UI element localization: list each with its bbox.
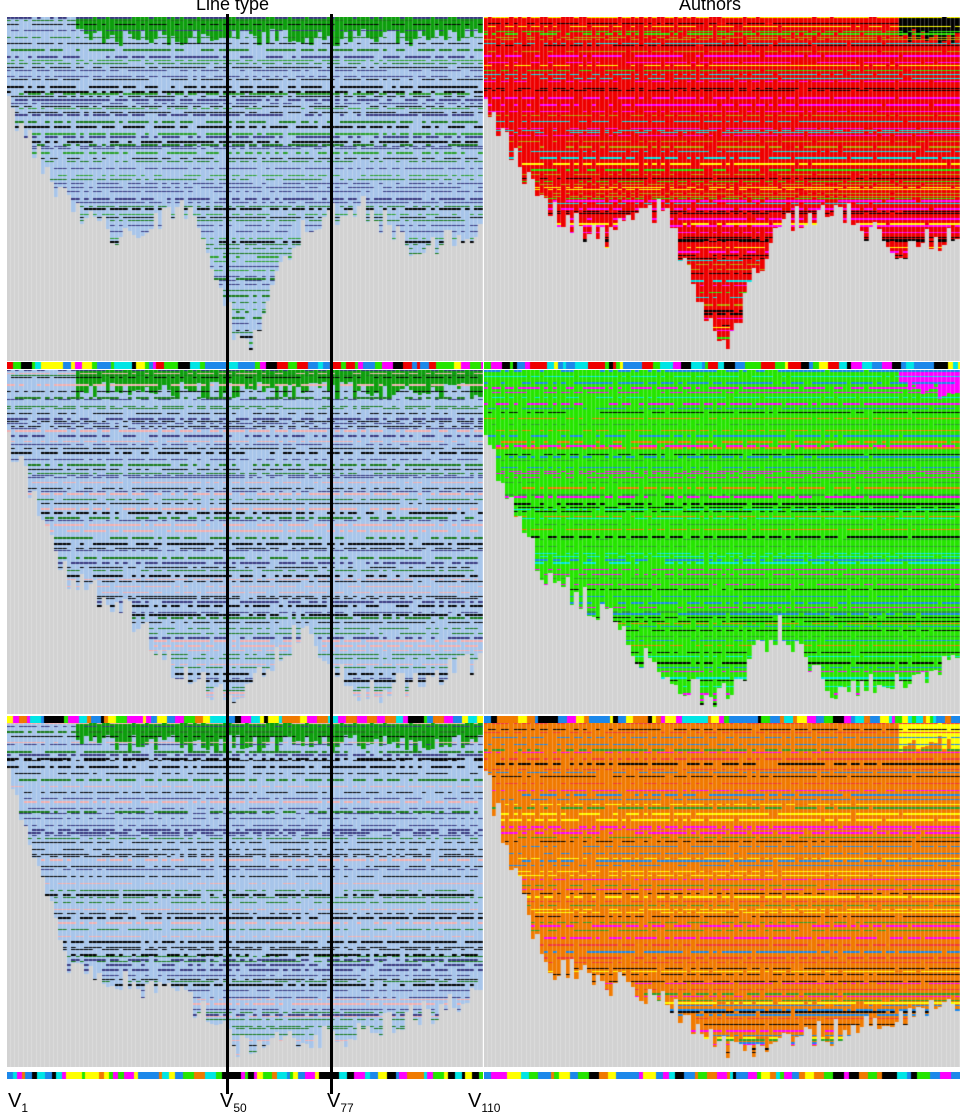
version-marker-77 (330, 14, 333, 1094)
line-type-panel-3 (7, 723, 483, 1067)
version-marker-50 (226, 14, 229, 1094)
x-label-v1: V1 (8, 1090, 29, 1115)
x-label-v77: V77 (327, 1090, 354, 1115)
author-strip-1b (484, 362, 960, 369)
authors-panel-1 (484, 17, 960, 361)
authors-panel-3 (484, 723, 960, 1067)
author-strip-1 (7, 362, 483, 369)
line-type-title: Line type (196, 0, 270, 14)
line-type-panel-2 (7, 370, 483, 714)
author-strip-2 (7, 716, 483, 723)
author-strip-2b (484, 716, 960, 723)
authors-panel-2 (484, 370, 960, 714)
authors-title: Authors (679, 0, 742, 14)
x-label-v110: V110 (468, 1090, 501, 1115)
x-label-v50: V50 (220, 1090, 247, 1115)
author-strip-3 (7, 1072, 483, 1079)
author-strip-3b (484, 1072, 960, 1079)
line-type-panel-1 (7, 17, 483, 361)
